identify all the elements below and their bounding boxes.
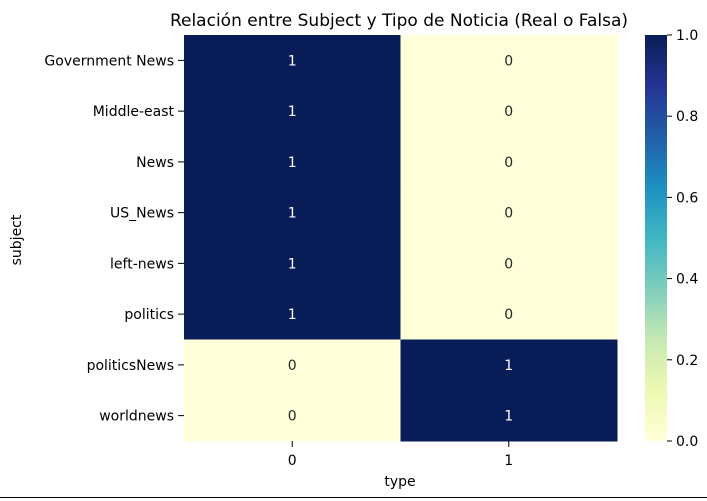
cell-value-label: 1 — [288, 155, 297, 171]
heatmap-cell — [184, 238, 401, 290]
x-tick-label: 0 — [288, 453, 297, 469]
heatmap-cell — [184, 136, 401, 188]
heatmap-cell — [400, 187, 618, 239]
y-tick-label: politicsNews — [87, 358, 174, 374]
colorbar-tick-label: 0.2 — [676, 353, 698, 369]
heatmap-cell-labels: 1 0 1 0 1 0 1 0 1 0 1 0 0 1 0 1 — [288, 53, 513, 424]
heatmap-cell — [400, 339, 618, 391]
y-tick-label: worldnews — [99, 409, 174, 425]
cell-value-label: 0 — [288, 358, 297, 374]
cell-value-label: 0 — [504, 307, 513, 323]
y-tick-label: politics — [124, 307, 174, 323]
cell-value-label: 0 — [288, 409, 297, 425]
y-tick-label: US_News — [110, 206, 174, 222]
colorbar — [645, 35, 667, 441]
y-tick-label: left-news — [110, 256, 174, 272]
heatmap-cell — [400, 35, 618, 87]
heatmap-cell — [184, 288, 401, 340]
bottom-divider — [0, 497, 707, 498]
cell-value-label: 1 — [504, 358, 513, 374]
heatmap-cell — [184, 85, 401, 137]
heatmap-cell — [400, 85, 618, 137]
cell-value-label: 0 — [504, 53, 513, 69]
colorbar-tick-label: 0.4 — [676, 272, 698, 288]
cell-value-label: 1 — [288, 104, 297, 120]
y-tick-label: Middle-east — [93, 104, 175, 120]
y-axis: Government News Middle-east News US_Newslef… — [44, 53, 184, 425]
heatmap-cell — [184, 187, 401, 239]
y-tick-label: Government News — [44, 53, 174, 69]
cell-value-label: 0 — [504, 256, 513, 272]
heatmap-cell — [400, 238, 618, 290]
heatmap-cell — [184, 35, 401, 87]
heatmap-cell — [400, 390, 618, 442]
heatmap-cell — [400, 136, 618, 188]
heatmap-cell — [184, 339, 401, 391]
cell-value-label: 1 — [288, 206, 297, 222]
heatmap-cells — [184, 35, 618, 442]
y-tick-label: News — [136, 155, 174, 171]
colorbar-tick-label: 0.6 — [676, 190, 698, 206]
colorbar-tick-label: 0.8 — [676, 109, 698, 125]
y-axis-label: subject — [9, 214, 25, 265]
cell-value-label: 0 — [504, 206, 513, 222]
cell-value-label: 1 — [504, 409, 513, 425]
colorbar-tick-label: 0.0 — [676, 434, 698, 450]
x-axis-label: type — [384, 474, 415, 490]
cell-value-label: 1 — [288, 307, 297, 323]
heatmap-cell — [400, 288, 618, 340]
heatmap-cell — [184, 390, 401, 442]
chart-title: Relación entre Subject y Tipo de Noticia… — [170, 11, 628, 31]
x-tick-label: 1 — [504, 453, 513, 469]
colorbar-tick-label: 1.0 — [676, 28, 698, 44]
cell-value-label: 1 — [288, 256, 297, 272]
cell-value-label: 1 — [288, 53, 297, 69]
colorbar-ticks: 0.0 0.2 0.4 0.6 0.8 1.0 — [667, 28, 698, 450]
cell-value-label: 0 — [504, 155, 513, 171]
cell-value-label: 0 — [504, 104, 513, 120]
